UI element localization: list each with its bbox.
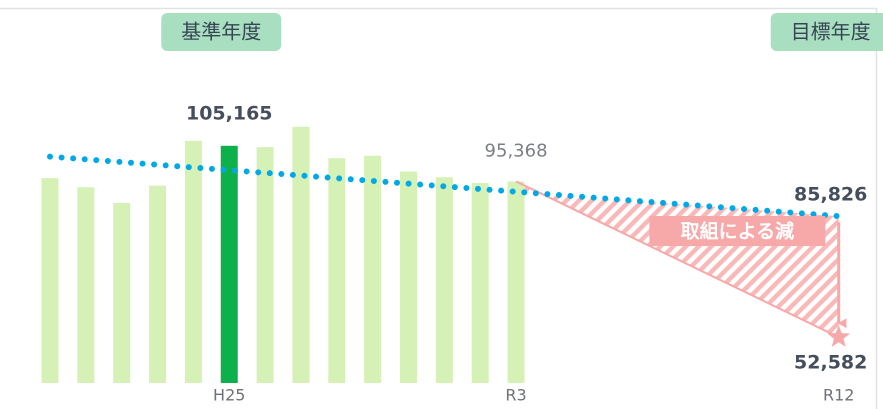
frame (0, 7, 878, 409)
badge-box (161, 13, 282, 51)
bar-value-label: 105,165 (186, 102, 273, 124)
badge-text: 目標年度 (791, 20, 871, 44)
bar (471, 183, 489, 383)
x-tick-label: H25 (213, 386, 245, 405)
x-tick-label: R3 (505, 386, 526, 405)
bar (113, 203, 131, 383)
reduction-label: 取組による減 (681, 220, 794, 243)
trend-value-label: 85,826 (794, 184, 867, 206)
bar (256, 147, 274, 383)
annotation-badge: 基準年度 (161, 13, 282, 51)
trend-line (47, 153, 842, 220)
bar-value-label: 95,368 (485, 140, 548, 161)
bar (328, 158, 346, 383)
bar (77, 187, 95, 383)
badge-text: 基準年度 (181, 20, 261, 44)
bar (507, 181, 525, 383)
annotation-badge: 目標年度 (770, 13, 883, 51)
badge-box (770, 13, 883, 51)
target-star (827, 325, 851, 347)
bar (184, 140, 202, 383)
bar (435, 177, 453, 383)
reduction-line (515, 180, 840, 339)
bar (149, 185, 167, 383)
bar (41, 178, 59, 383)
bar (220, 145, 238, 383)
bar (364, 155, 382, 383)
x-tick-label: R12 (823, 386, 854, 405)
reduction-label-box (649, 216, 826, 246)
bar (400, 171, 417, 383)
bar (292, 126, 310, 383)
target-value-label: 52,582 (794, 352, 867, 374)
